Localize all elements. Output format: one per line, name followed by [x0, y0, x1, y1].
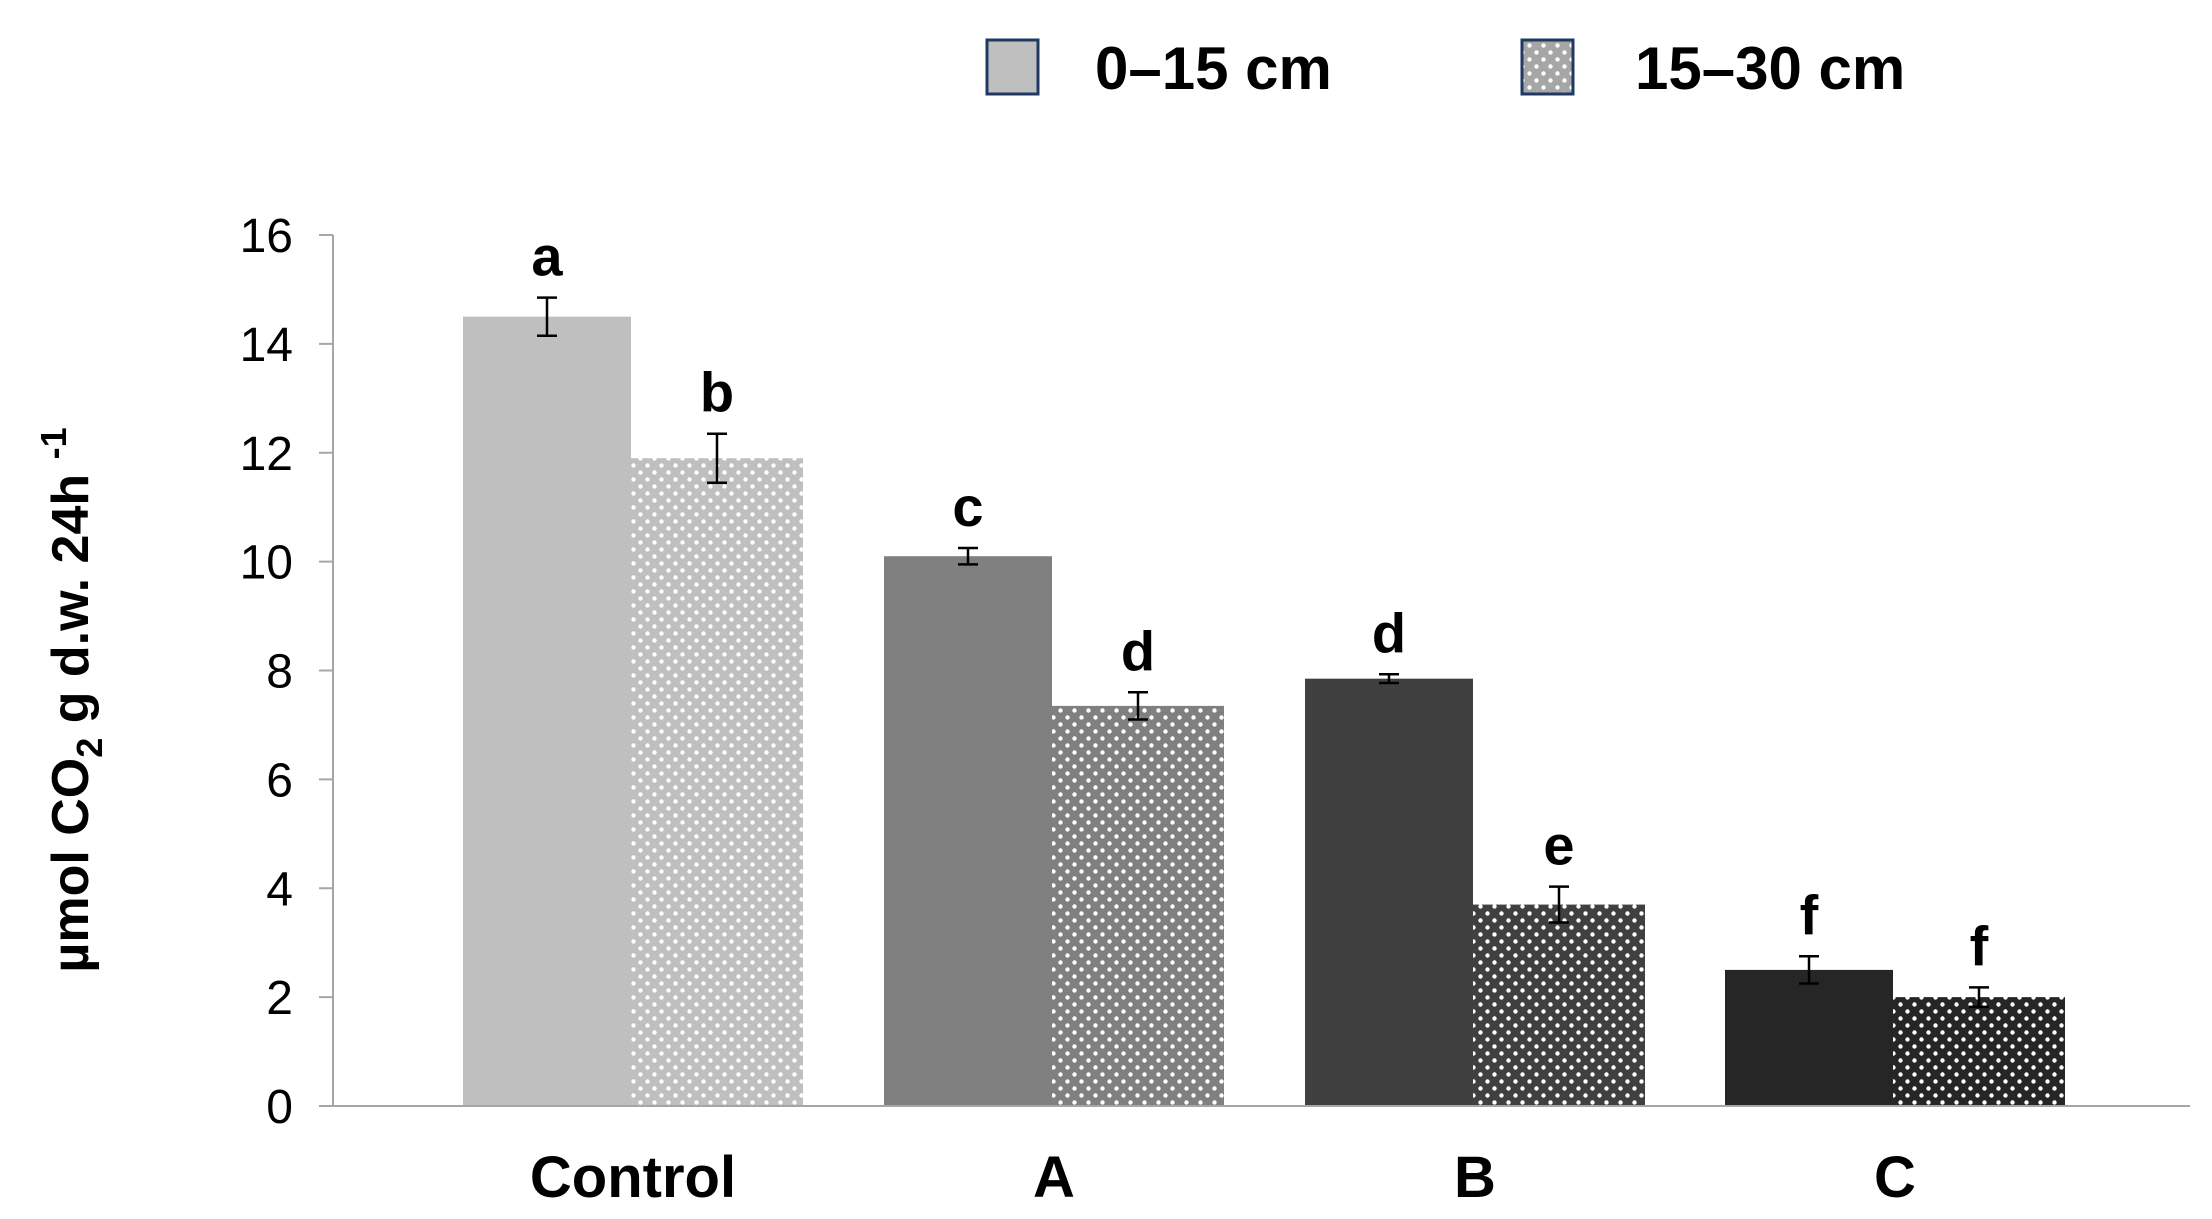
bar-c-series-1 — [1725, 969, 1893, 1106]
y-tick-label: 10 — [240, 537, 293, 590]
y-tick-label: 8 — [266, 646, 293, 699]
significance-label: d — [1372, 601, 1406, 664]
bar-b-series-2 — [1473, 904, 1645, 1106]
plot-area: 0 2 4 6 8 10 12 14 16 a b Control c d Ad e Bf f C — [240, 210, 2190, 1210]
y-tick-label: 4 — [266, 863, 293, 916]
y-axis-label-superscript: -1 — [33, 427, 74, 459]
significance-label: f — [1970, 914, 1989, 977]
significance-label: d — [1121, 619, 1155, 682]
bar-a-series-2 — [1052, 705, 1224, 1106]
y-axis-label-prefix: µmol CO — [42, 758, 100, 973]
y-tick-label: 2 — [266, 972, 293, 1025]
legend-label-15-30: 15–30 cm — [1635, 35, 1905, 102]
y-tick-label: 14 — [240, 319, 293, 372]
y-tick-label: 0 — [266, 1081, 293, 1134]
legend-label-0-15: 0–15 cm — [1095, 35, 1332, 102]
error-bar — [1799, 955, 1819, 985]
bar-b-series-1 — [1305, 678, 1473, 1106]
bar-control-series-2 — [631, 458, 803, 1107]
error-bar — [1969, 986, 1989, 1009]
significance-label: b — [700, 361, 734, 424]
significance-label: a — [531, 225, 563, 288]
x-category-label: A — [1033, 1145, 1075, 1210]
error-bar — [1549, 885, 1569, 924]
legend-swatch-0-15 — [985, 38, 1040, 96]
error-bar — [958, 546, 978, 566]
significance-label: c — [952, 475, 983, 538]
significance-label: f — [1800, 883, 1819, 946]
y-tick-label: 16 — [240, 210, 293, 263]
y-tick-label: 12 — [240, 428, 293, 481]
y-axis-label: µmol CO2 g d.w. 24h -1 — [33, 427, 110, 972]
y-axis-label-subscript: 2 — [69, 738, 110, 758]
error-bar — [1128, 691, 1148, 721]
x-category-label: C — [1874, 1145, 1916, 1210]
y-tick-label: 6 — [266, 754, 293, 807]
significance-label: e — [1543, 814, 1574, 877]
error-bar — [537, 296, 557, 337]
error-bar — [1379, 673, 1399, 685]
x-category-label: Control — [530, 1145, 736, 1210]
x-category-label: B — [1454, 1145, 1496, 1210]
error-bar — [707, 432, 727, 484]
y-axis-label-middle: g d.w. 24h — [42, 459, 100, 737]
legend: 0–15 cm 15–30 cm — [985, 35, 1905, 102]
bar-a-series-1 — [884, 556, 1052, 1106]
bar-control-series-1 — [463, 316, 631, 1106]
bar-c-series-2 — [1893, 997, 2065, 1106]
legend-swatch-15-30 — [1520, 38, 1575, 96]
